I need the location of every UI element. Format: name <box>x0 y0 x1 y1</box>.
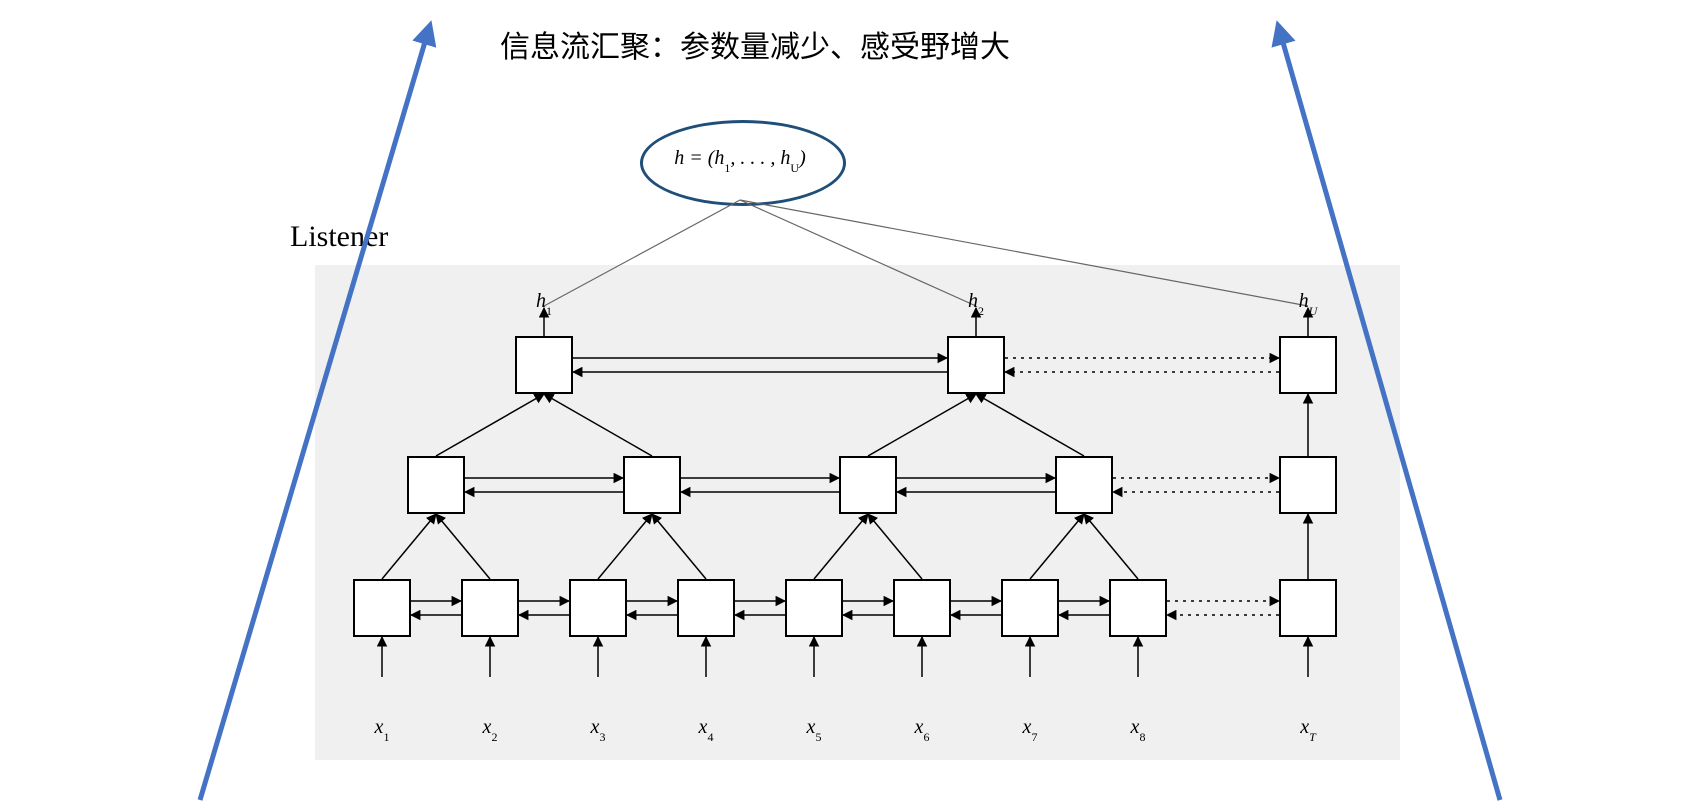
l0-node-4 <box>785 579 843 637</box>
l0-node-5 <box>893 579 951 637</box>
l0-node-3 <box>677 579 735 637</box>
x-label-0: x1 <box>375 716 390 742</box>
l1-node-0 <box>407 456 465 514</box>
h-label-0: h1 <box>536 290 552 316</box>
l1-node-1 <box>623 456 681 514</box>
l0-node-0 <box>353 579 411 637</box>
diagram-title: 信息流汇聚：参数量减少、感受野增大 <box>500 22 1010 66</box>
x-label-7: x8 <box>1131 716 1146 742</box>
l0-node-1 <box>461 579 519 637</box>
listener-label: Listener <box>290 220 388 254</box>
l0-node-gap <box>1279 579 1337 637</box>
x-label-1: x2 <box>483 716 498 742</box>
l1-node-2 <box>839 456 897 514</box>
l0-node-2 <box>569 579 627 637</box>
x-label-4: x5 <box>807 716 822 742</box>
l0-node-6 <box>1001 579 1059 637</box>
output-ellipse-label: h = (h1, . . . , hU) <box>674 147 806 173</box>
l2-node-1 <box>947 336 1005 394</box>
x-label-6: x7 <box>1023 716 1038 742</box>
x-label-5: x6 <box>915 716 930 742</box>
x-label-2: x3 <box>591 716 606 742</box>
l2-node-gap <box>1279 336 1337 394</box>
x-label-T: xT <box>1300 716 1316 742</box>
h-label-U: hU <box>1299 290 1318 316</box>
l2-node-0 <box>515 336 573 394</box>
x-label-3: x4 <box>699 716 714 742</box>
l0-node-7 <box>1109 579 1167 637</box>
h-label-1: h2 <box>968 290 984 316</box>
l1-node-gap <box>1279 456 1337 514</box>
l1-node-3 <box>1055 456 1113 514</box>
